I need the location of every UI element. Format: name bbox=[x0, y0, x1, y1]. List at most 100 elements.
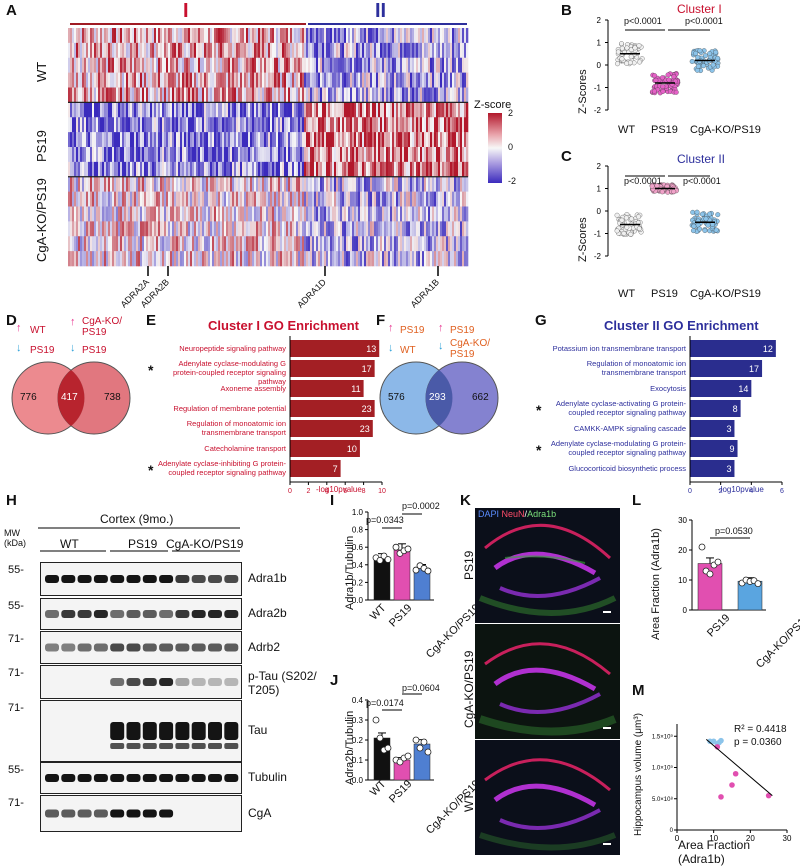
heatmap-cell bbox=[132, 176, 135, 192]
heatmap-cell bbox=[200, 161, 203, 178]
heatmap-cell bbox=[384, 28, 387, 44]
heatmap-cell bbox=[414, 206, 417, 222]
heatmap-cell bbox=[80, 28, 83, 44]
heatmap-cell bbox=[438, 191, 441, 207]
heatmap-cell bbox=[422, 28, 425, 44]
heatmap-cell bbox=[346, 72, 349, 88]
heatmap-cell bbox=[116, 236, 119, 252]
heatmap-cell bbox=[460, 206, 463, 222]
heatmap-cell bbox=[230, 236, 233, 252]
heatmap-cell bbox=[308, 161, 311, 178]
heatmap-cell bbox=[234, 206, 237, 222]
heatmap-cell bbox=[312, 42, 315, 59]
heatmap-cell bbox=[164, 87, 167, 103]
heatmap-cell bbox=[454, 176, 457, 192]
heatmap-cell bbox=[282, 221, 285, 237]
heatmap-cell bbox=[378, 102, 381, 118]
heatmap-cell bbox=[360, 191, 363, 207]
heatmap-cell bbox=[110, 206, 113, 222]
blot-band bbox=[191, 575, 206, 583]
x-tick-label: 10 bbox=[709, 834, 718, 843]
heatmap-cell bbox=[406, 191, 409, 207]
heatmap-cell bbox=[294, 102, 297, 118]
heatmap-cell bbox=[258, 87, 261, 103]
heatmap-cell bbox=[264, 161, 267, 178]
heatmap-cell bbox=[312, 206, 315, 222]
heatmap-cell bbox=[72, 72, 75, 88]
heatmap-cell bbox=[128, 102, 131, 118]
heatmap-cell bbox=[458, 87, 461, 103]
heatmap-cell bbox=[312, 147, 315, 163]
heatmap-cell bbox=[118, 206, 121, 222]
heatmap-cell bbox=[392, 72, 395, 88]
heatmap-cell bbox=[90, 102, 93, 118]
heatmap-cell bbox=[314, 28, 317, 44]
y-tick-label: 0.6 bbox=[352, 543, 364, 552]
heatmap-cell bbox=[244, 72, 247, 88]
venn-f-right-down: CgA-KO/ PS19 bbox=[450, 338, 491, 360]
heatmap-cell bbox=[218, 72, 221, 88]
heatmap-cell bbox=[392, 206, 395, 222]
heatmap-cell bbox=[92, 57, 95, 73]
heatmap-cell bbox=[300, 206, 303, 222]
heatmap-cell bbox=[414, 57, 417, 73]
heatmap-cell bbox=[416, 132, 419, 148]
heatmap-cell bbox=[170, 117, 173, 133]
heatmap-cell bbox=[194, 161, 197, 178]
heatmap-cell bbox=[374, 72, 377, 88]
heatmap-cell bbox=[452, 236, 455, 252]
heatmap-cell bbox=[230, 72, 233, 88]
heatmap-cell bbox=[196, 102, 199, 118]
heatmap-cell bbox=[68, 236, 71, 252]
blot-mw-marker: 71- bbox=[8, 633, 24, 645]
data-point bbox=[706, 570, 714, 578]
heatmap-cell bbox=[164, 42, 167, 59]
heatmap-cell bbox=[456, 221, 459, 237]
heatmap-cell bbox=[408, 132, 411, 148]
heatmap-cell bbox=[134, 42, 137, 59]
heatmap-cell bbox=[238, 132, 241, 148]
heatmap-cell bbox=[204, 42, 207, 59]
heatmap-cell bbox=[364, 191, 367, 207]
heatmap-cell bbox=[348, 236, 351, 252]
heatmap-cell bbox=[138, 191, 141, 207]
heatmap-cell bbox=[110, 117, 113, 133]
go-term-label: Axoneme assembly bbox=[220, 384, 286, 393]
heatmap-cell bbox=[294, 42, 297, 59]
heatmap-cell bbox=[428, 117, 431, 133]
heatmap-cell bbox=[452, 42, 455, 59]
heatmap-cell bbox=[342, 42, 345, 59]
heatmap-cell bbox=[148, 28, 151, 44]
heatmap-cell bbox=[84, 72, 87, 88]
heatmap-cell bbox=[358, 117, 361, 133]
heatmap-cell bbox=[464, 176, 467, 192]
heatmap-cell bbox=[450, 117, 453, 133]
heatmap-cell bbox=[220, 161, 223, 178]
heatmap-cell bbox=[252, 42, 255, 59]
heatmap-cell bbox=[390, 161, 393, 178]
heatmap-cell bbox=[184, 161, 187, 178]
heatmap-cell bbox=[402, 176, 405, 192]
x-tick-label: 4 bbox=[749, 488, 753, 495]
heatmap-cell bbox=[222, 236, 225, 252]
heatmap-cell bbox=[396, 87, 399, 103]
heatmap-cell bbox=[240, 42, 243, 59]
heatmap-cell bbox=[132, 236, 135, 252]
heatmap-cell bbox=[390, 191, 393, 207]
heatmap-cell bbox=[198, 176, 201, 192]
heatmap-cell bbox=[460, 161, 463, 178]
heatmap-cell bbox=[402, 28, 405, 44]
heatmap-cell bbox=[458, 221, 461, 237]
heatmap-cell bbox=[326, 102, 329, 118]
heatmap-cell bbox=[266, 161, 269, 178]
data-point bbox=[689, 59, 695, 64]
heatmap-cell bbox=[374, 57, 377, 73]
heatmap-cell bbox=[180, 28, 183, 44]
heatmap-cell bbox=[368, 236, 371, 252]
heatmap-cell bbox=[322, 236, 325, 252]
heatmap-cell bbox=[146, 147, 149, 163]
heatmap-cell bbox=[238, 28, 241, 44]
heatmap-cell bbox=[270, 117, 273, 133]
heatmap-cell bbox=[170, 87, 173, 103]
data-point bbox=[624, 45, 630, 51]
